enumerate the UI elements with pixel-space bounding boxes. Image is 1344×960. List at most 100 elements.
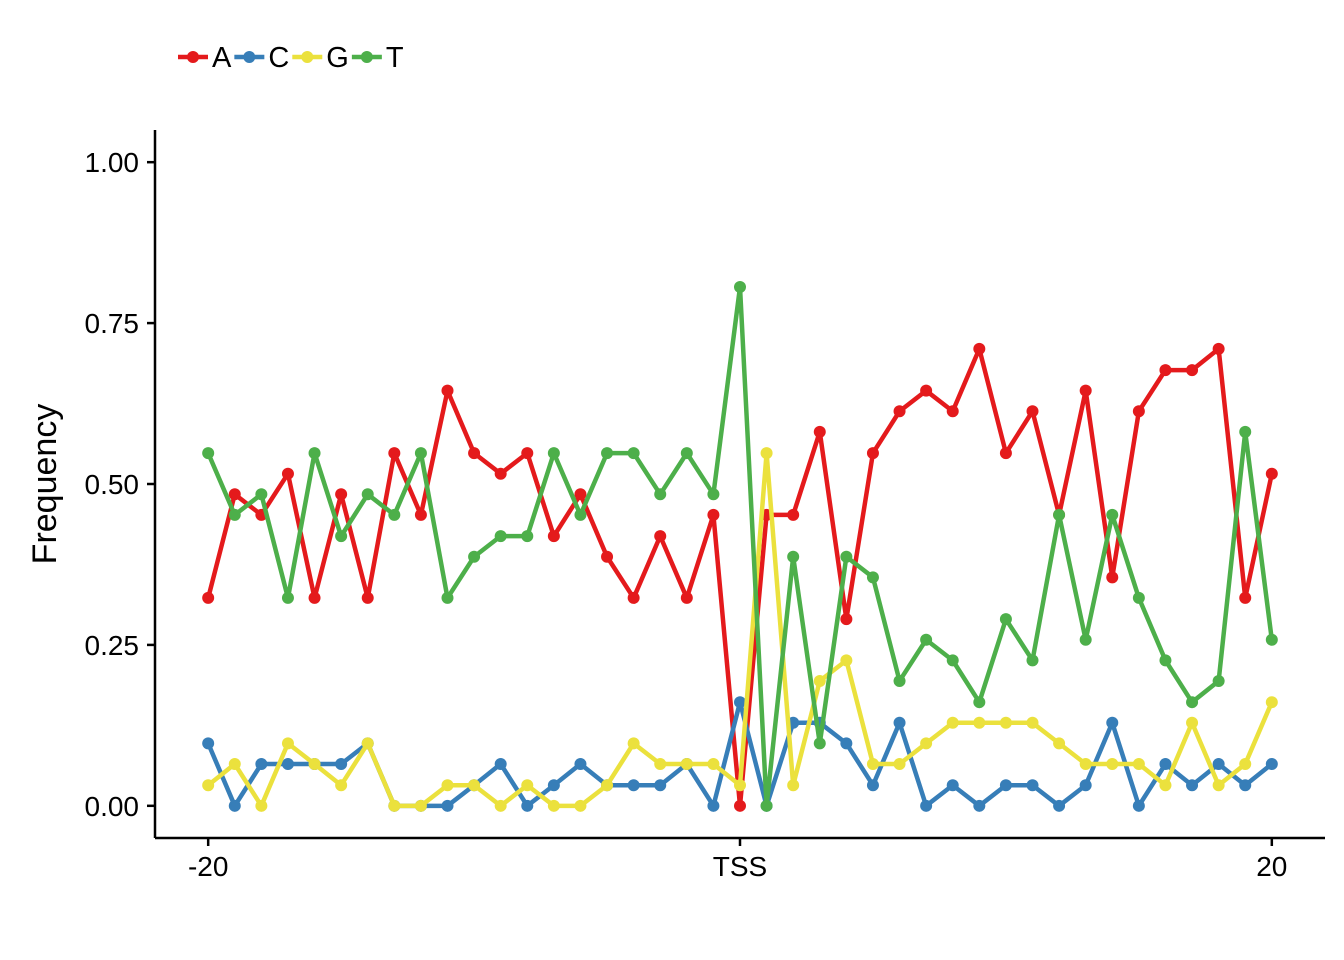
data-point-g bbox=[1239, 757, 1252, 770]
data-point-a bbox=[866, 447, 879, 460]
data-point-a bbox=[999, 447, 1012, 460]
data-point-t bbox=[335, 530, 348, 543]
data-point-c bbox=[893, 716, 906, 729]
y-tick-label: 0.50 bbox=[85, 469, 140, 500]
data-point-t bbox=[1186, 696, 1199, 709]
legend-key-point bbox=[243, 51, 256, 63]
data-point-t bbox=[308, 447, 321, 460]
data-point-a bbox=[627, 591, 640, 604]
data-point-t bbox=[547, 447, 560, 460]
data-point-g bbox=[361, 737, 374, 750]
data-point-g bbox=[1186, 716, 1199, 729]
data-point-g bbox=[734, 779, 746, 792]
data-point-t bbox=[654, 488, 667, 501]
data-point-a bbox=[441, 384, 454, 397]
data-point-a bbox=[308, 591, 321, 604]
data-point-a bbox=[521, 447, 534, 460]
data-point-g bbox=[1026, 716, 1039, 729]
data-point-c bbox=[734, 696, 746, 709]
series-c bbox=[202, 696, 1278, 812]
legend-item-a: A bbox=[178, 42, 232, 74]
x-tick-label: -20 bbox=[188, 851, 228, 882]
data-point-c bbox=[1265, 757, 1278, 770]
data-point-t bbox=[601, 447, 614, 460]
data-point-g bbox=[1159, 779, 1172, 792]
legend-key-point bbox=[360, 51, 373, 63]
data-point-c bbox=[1186, 779, 1199, 792]
data-point-g bbox=[627, 737, 640, 750]
data-point-g bbox=[1106, 757, 1119, 770]
data-point-c bbox=[255, 757, 268, 770]
data-point-g bbox=[1079, 757, 1092, 770]
data-point-a bbox=[707, 508, 720, 521]
data-point-g bbox=[813, 674, 826, 687]
data-point-c bbox=[335, 757, 348, 770]
data-point-a bbox=[468, 447, 481, 460]
data-point-g bbox=[601, 779, 614, 792]
data-point-c bbox=[1212, 757, 1225, 770]
data-point-t bbox=[866, 571, 879, 584]
data-point-g bbox=[920, 737, 933, 750]
data-point-t bbox=[920, 633, 933, 646]
data-point-g bbox=[946, 716, 959, 729]
legend-item-g: G bbox=[292, 42, 349, 74]
data-point-c bbox=[1106, 716, 1119, 729]
data-point-c bbox=[202, 737, 215, 750]
data-point-a bbox=[335, 488, 348, 501]
legend-item-t: T bbox=[351, 42, 404, 74]
data-point-g bbox=[441, 779, 454, 792]
data-point-c bbox=[1132, 799, 1145, 812]
data-point-c bbox=[840, 737, 853, 750]
data-point-c bbox=[999, 779, 1012, 792]
data-point-t bbox=[1053, 508, 1066, 521]
data-point-a bbox=[601, 550, 614, 563]
data-point-a bbox=[1132, 405, 1145, 418]
data-point-t bbox=[973, 696, 986, 709]
data-point-a bbox=[973, 342, 986, 355]
data-point-c bbox=[866, 779, 879, 792]
data-point-t bbox=[1212, 674, 1225, 687]
data-point-a bbox=[1212, 342, 1225, 355]
data-point-c bbox=[494, 757, 507, 770]
data-point-g bbox=[494, 799, 507, 812]
data-point-t bbox=[787, 550, 800, 563]
data-point-t bbox=[999, 613, 1012, 626]
data-point-a bbox=[1186, 364, 1199, 377]
data-point-g bbox=[1132, 757, 1145, 770]
y-axis-title: Frequency bbox=[26, 404, 64, 565]
data-point-t bbox=[441, 591, 454, 604]
data-point-a bbox=[813, 425, 826, 438]
data-point-g bbox=[202, 779, 215, 792]
data-point-g bbox=[547, 799, 560, 812]
data-point-a bbox=[654, 530, 667, 543]
series-a bbox=[202, 342, 1278, 812]
data-point-c bbox=[441, 799, 454, 812]
data-point-a bbox=[1159, 364, 1172, 377]
data-point-a bbox=[893, 405, 906, 418]
data-point-t bbox=[468, 550, 481, 563]
data-point-t bbox=[388, 508, 401, 521]
data-point-c bbox=[281, 757, 294, 770]
data-point-c bbox=[707, 799, 720, 812]
data-point-t bbox=[893, 674, 906, 687]
data-point-g bbox=[414, 799, 427, 812]
data-point-c bbox=[1053, 799, 1066, 812]
data-point-g bbox=[866, 757, 879, 770]
legend-label: A bbox=[212, 42, 232, 74]
data-point-c bbox=[1159, 757, 1172, 770]
data-point-c bbox=[521, 799, 534, 812]
data-point-a bbox=[414, 508, 427, 521]
data-point-a bbox=[1239, 591, 1252, 604]
legend-key-point bbox=[301, 51, 314, 63]
data-point-a bbox=[680, 591, 693, 604]
data-point-g bbox=[228, 757, 241, 770]
data-point-t bbox=[734, 281, 746, 294]
data-point-t bbox=[1132, 591, 1145, 604]
data-point-c bbox=[1079, 779, 1092, 792]
data-point-t bbox=[627, 447, 640, 460]
data-point-t bbox=[840, 550, 853, 563]
data-point-c bbox=[973, 799, 986, 812]
data-point-a bbox=[494, 467, 507, 480]
data-point-c bbox=[920, 799, 933, 812]
